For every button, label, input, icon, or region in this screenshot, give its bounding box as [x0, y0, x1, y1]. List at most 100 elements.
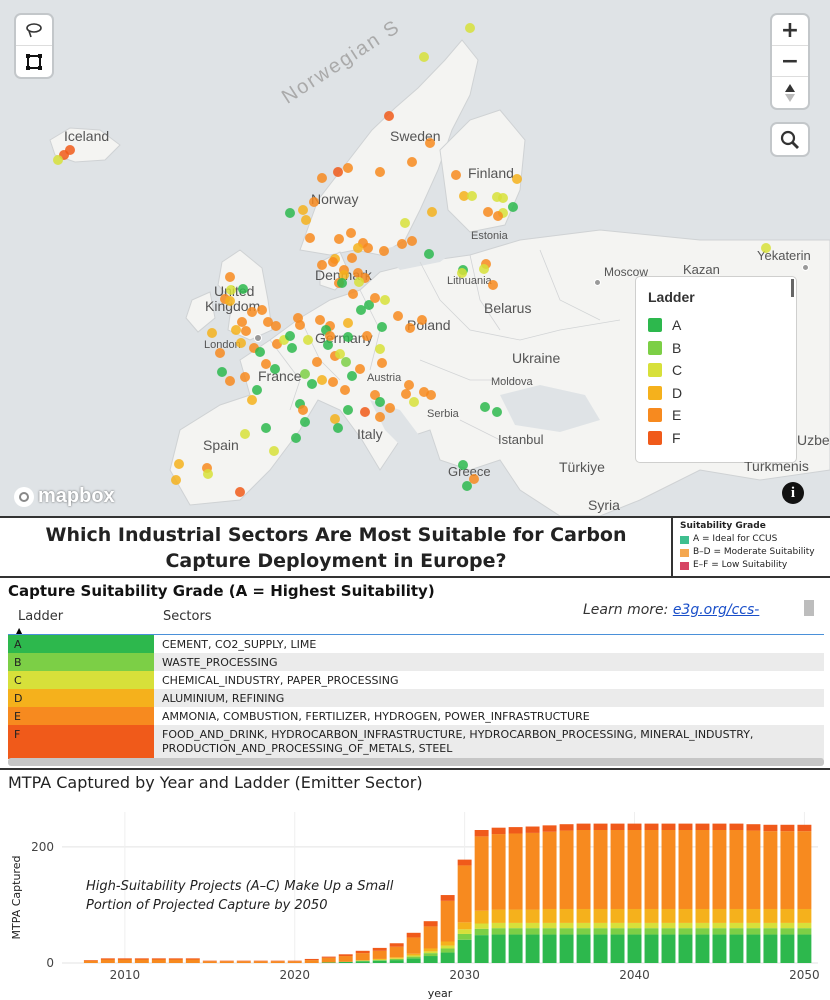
bar-segment-d-2034[interactable] — [525, 909, 540, 923]
bar-segment-d-2024[interactable] — [355, 960, 370, 961]
bar-segment-a-2028[interactable] — [423, 956, 438, 963]
bar-segment-b-2033[interactable] — [508, 928, 523, 935]
bar-segment-a-2026[interactable] — [389, 960, 404, 963]
bar-segment-b-2048[interactable] — [763, 928, 778, 935]
bar-segment-e-2042[interactable] — [661, 830, 676, 909]
emitter-point[interactable] — [409, 397, 419, 407]
emitter-point[interactable] — [65, 145, 75, 155]
emitter-point[interactable] — [235, 487, 245, 497]
bar-segment-a-2042[interactable] — [661, 934, 676, 963]
map-legend-item-b[interactable]: B — [648, 337, 784, 360]
emitter-point[interactable] — [261, 423, 271, 433]
emitter-point[interactable] — [261, 359, 271, 369]
bar-segment-b-2045[interactable] — [712, 928, 727, 935]
emitter-point[interactable] — [207, 328, 217, 338]
bar-segment-d-2041[interactable] — [644, 908, 659, 923]
bar-segment-a-2024[interactable] — [355, 961, 370, 963]
bar-segment-e-2047[interactable] — [746, 830, 761, 909]
emitter-point[interactable] — [225, 272, 235, 282]
bar-segment-a-2033[interactable] — [508, 934, 523, 963]
emitter-point[interactable] — [370, 390, 380, 400]
bar-segment-e-2027[interactable] — [406, 937, 421, 954]
bar-segment-c-2029[interactable] — [440, 945, 455, 949]
bar-segment-f-2040[interactable] — [627, 823, 642, 831]
bar-segment-e-2021[interactable] — [304, 960, 319, 963]
bar-segment-e-2008[interactable] — [83, 960, 98, 963]
emitter-point[interactable] — [270, 364, 280, 374]
emitter-point[interactable] — [300, 417, 310, 427]
bar-segment-f-2012[interactable] — [151, 958, 166, 960]
emitter-point[interactable] — [255, 347, 265, 357]
emitter-point[interactable] — [215, 348, 225, 358]
bar-segment-c-2033[interactable] — [508, 922, 523, 929]
bar-segment-a-2025[interactable] — [372, 960, 387, 963]
emitter-point[interactable] — [317, 173, 327, 183]
emitter-point[interactable] — [343, 332, 353, 342]
bar-segment-f-2016[interactable] — [219, 960, 234, 962]
emitter-point[interactable] — [480, 402, 490, 412]
emitter-point[interactable] — [298, 405, 308, 415]
bar-segment-f-2018[interactable] — [253, 960, 268, 962]
emitter-point[interactable] — [353, 268, 363, 278]
bar-segment-c-2030[interactable] — [457, 929, 472, 934]
bar-segment-e-2012[interactable] — [151, 959, 166, 963]
bar-segment-b-2036[interactable] — [559, 928, 574, 935]
bar-segment-f-2034[interactable] — [525, 826, 540, 833]
bar-segment-e-2024[interactable] — [355, 953, 370, 961]
emitter-point[interactable] — [375, 167, 385, 177]
emitter-point[interactable] — [425, 138, 435, 148]
bar-segment-f-2009[interactable] — [100, 958, 115, 960]
bar-segment-e-2050[interactable] — [797, 831, 812, 909]
bar-segment-a-2045[interactable] — [712, 934, 727, 963]
bar-segment-f-2015[interactable] — [202, 960, 217, 962]
bar-segment-d-2048[interactable] — [763, 908, 778, 923]
emitter-point[interactable] — [508, 202, 518, 212]
emitter-point[interactable] — [451, 170, 461, 180]
chart-svg[interactable]: 0 200 2010 2020 2030 2040 2050 MTPA Captured yea… — [0, 772, 830, 1000]
bar-segment-c-2046[interactable] — [729, 922, 744, 929]
emitter-point[interactable] — [285, 208, 295, 218]
bar-segment-f-2049[interactable] — [780, 824, 795, 832]
bar-segment-e-2046[interactable] — [729, 830, 744, 909]
box-select-button[interactable] — [16, 46, 52, 77]
bar-segment-c-2040[interactable] — [627, 922, 642, 929]
lasso-select-button[interactable] — [16, 15, 52, 46]
emitter-point[interactable] — [343, 318, 353, 328]
bar-segment-a-2048[interactable] — [763, 934, 778, 963]
emitter-point[interactable] — [479, 264, 489, 274]
emitter-point[interactable] — [380, 295, 390, 305]
emitter-point[interactable] — [303, 335, 313, 345]
bar-segment-e-2040[interactable] — [627, 830, 642, 909]
emitter-point[interactable] — [384, 111, 394, 121]
emitter-point[interactable] — [247, 307, 257, 317]
bar-segment-f-2050[interactable] — [797, 824, 812, 832]
bar-segment-e-2028[interactable] — [423, 926, 438, 949]
bar-segment-c-2045[interactable] — [712, 922, 727, 929]
bar-segment-e-2018[interactable] — [253, 961, 268, 963]
bar-segment-e-2033[interactable] — [508, 833, 523, 910]
bar-segment-c-2042[interactable] — [661, 922, 676, 929]
bar-segment-b-2026[interactable] — [389, 958, 404, 961]
bar-segment-e-2037[interactable] — [576, 830, 591, 909]
bar-segment-d-2044[interactable] — [695, 908, 710, 923]
bar-segment-f-2011[interactable] — [134, 958, 149, 960]
emitter-point[interactable] — [377, 358, 387, 368]
bar-segment-a-2050[interactable] — [797, 934, 812, 963]
bar-segment-f-2017[interactable] — [236, 960, 251, 962]
bar-segment-e-2023[interactable] — [338, 956, 353, 962]
bar-segment-c-2038[interactable] — [593, 922, 608, 929]
bar-segment-a-2047[interactable] — [746, 934, 761, 963]
emitter-point[interactable] — [404, 380, 414, 390]
bar-segment-a-2043[interactable] — [678, 934, 693, 963]
emitter-point[interactable] — [360, 407, 370, 417]
emitter-point[interactable] — [333, 423, 343, 433]
bar-segment-c-2037[interactable] — [576, 922, 591, 929]
bar-segment-f-2032[interactable] — [491, 827, 506, 835]
bar-segment-c-2031[interactable] — [474, 923, 489, 929]
emitter-point[interactable] — [469, 474, 479, 484]
bar-segment-f-2013[interactable] — [168, 958, 183, 960]
emitter-point[interactable] — [335, 349, 345, 359]
bar-segment-f-2038[interactable] — [593, 823, 608, 831]
emitter-point[interactable] — [53, 155, 63, 165]
bar-segment-b-2043[interactable] — [678, 928, 693, 935]
